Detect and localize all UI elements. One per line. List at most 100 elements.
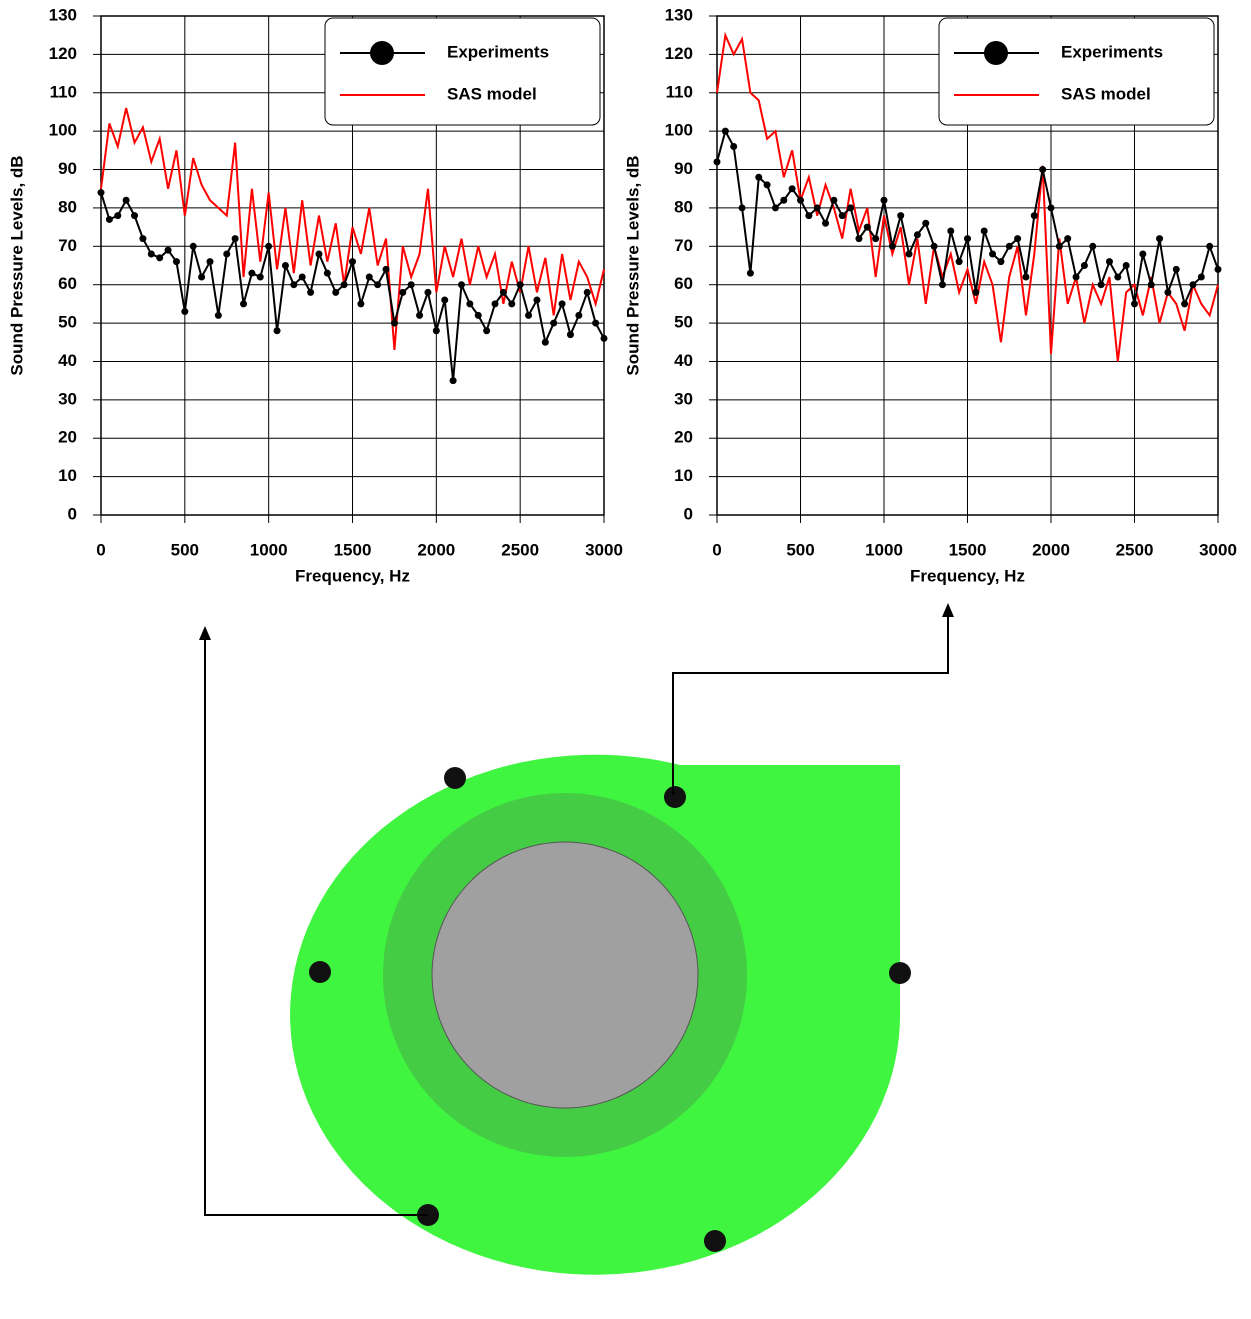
data-point	[256, 273, 264, 281]
data-point	[164, 246, 172, 254]
y-tick-label: 30	[58, 389, 77, 408]
x-tick-label: 1000	[865, 540, 903, 559]
data-point	[830, 196, 838, 204]
y-tick-label: 50	[674, 313, 693, 332]
data-point	[913, 231, 921, 239]
plot-frame	[100, 15, 605, 516]
data-point	[872, 235, 880, 243]
data-point	[888, 242, 896, 250]
y-tick-label: 80	[58, 197, 77, 216]
data-point	[1030, 212, 1038, 220]
y-tick-label: 60	[674, 274, 693, 293]
probe	[889, 962, 911, 984]
data-point	[938, 281, 946, 289]
chart: 0 10 20 30 40 50 60 70 80 90 100 110 120 130 0 500 1000 1…	[7, 5, 622, 585]
data-point	[525, 311, 533, 319]
y-tick-label: 0	[684, 504, 693, 523]
data-point	[139, 235, 147, 243]
y-tick-label: 10	[674, 466, 693, 485]
data-point	[755, 173, 763, 181]
data-point	[972, 288, 980, 296]
data-point	[541, 338, 549, 346]
data-point	[1080, 262, 1088, 269]
data-point	[223, 250, 231, 258]
data-point	[1214, 265, 1222, 273]
data-point	[231, 235, 239, 243]
data-point	[1164, 288, 1172, 296]
data-point	[374, 281, 382, 289]
data-point	[1055, 242, 1063, 250]
data-point	[805, 212, 813, 220]
hub	[431, 841, 699, 1109]
data-point	[382, 265, 390, 273]
y-tick-label: 80	[674, 197, 693, 216]
data-point	[1022, 273, 1030, 281]
data-point	[558, 300, 566, 308]
legend-label: Experiments	[447, 42, 549, 61]
data-point	[863, 223, 871, 231]
data-point	[1014, 235, 1022, 243]
data-point	[746, 269, 754, 277]
data-point	[474, 311, 482, 319]
data-point	[922, 219, 930, 227]
fan-diagram	[199, 603, 954, 1275]
x-tick-label: 2000	[1032, 540, 1070, 559]
data-point	[390, 319, 398, 327]
data-point	[315, 250, 323, 258]
data-point	[592, 319, 600, 327]
data-point	[198, 273, 206, 281]
data-point	[533, 296, 541, 304]
x-axis-label: Frequency, Hz	[910, 566, 1025, 585]
chart: 0 10 20 30 40 50 60 70 80 90 100 110 120 130 0 500 1000 1…	[623, 5, 1236, 585]
data-point	[457, 281, 465, 289]
data-point	[340, 281, 348, 289]
data-point	[323, 269, 331, 277]
data-point	[738, 204, 746, 212]
y-tick-label: 20	[674, 428, 693, 447]
x-tick-label: 2000	[417, 540, 455, 559]
y-tick-label: 90	[58, 159, 77, 178]
data-point	[989, 250, 997, 258]
data-point	[181, 308, 189, 316]
data-point	[122, 196, 130, 204]
data-point	[1105, 258, 1113, 266]
data-point	[156, 254, 164, 262]
arrow	[672, 615, 949, 795]
data-point	[466, 300, 474, 308]
y-tick-label: 100	[665, 121, 693, 140]
legend-box	[324, 17, 601, 126]
data-point	[1139, 250, 1147, 258]
data-point	[265, 242, 273, 250]
data-point	[1206, 242, 1214, 250]
data-point	[97, 189, 105, 197]
y-tick-label: 70	[58, 236, 77, 255]
data-point	[131, 212, 139, 220]
data-point	[980, 227, 988, 235]
data-point	[838, 212, 846, 220]
data-point	[1172, 265, 1180, 273]
data-point	[763, 181, 771, 189]
data-point	[1047, 204, 1055, 212]
x-tick-label: 3000	[1199, 540, 1237, 559]
data-point	[290, 281, 298, 289]
data-point	[964, 235, 971, 243]
data-point	[516, 281, 524, 289]
data-point	[1147, 281, 1155, 289]
data-point	[771, 204, 779, 212]
legend-marker	[370, 41, 394, 65]
data-point	[930, 242, 938, 250]
y-tick-label: 120	[665, 44, 693, 63]
legend-label: SAS model	[1061, 84, 1151, 103]
data-point	[332, 288, 340, 296]
probe	[444, 767, 466, 789]
data-point	[788, 185, 796, 193]
x-tick-label: 1000	[250, 540, 288, 559]
y-tick-label: 70	[674, 236, 693, 255]
data-point	[416, 311, 424, 319]
data-point	[214, 311, 222, 319]
data-point	[172, 258, 180, 266]
data-point	[357, 300, 365, 308]
y-tick-label: 110	[666, 82, 693, 101]
y-tick-label: 130	[49, 5, 77, 24]
x-tick-label: 0	[96, 540, 105, 559]
